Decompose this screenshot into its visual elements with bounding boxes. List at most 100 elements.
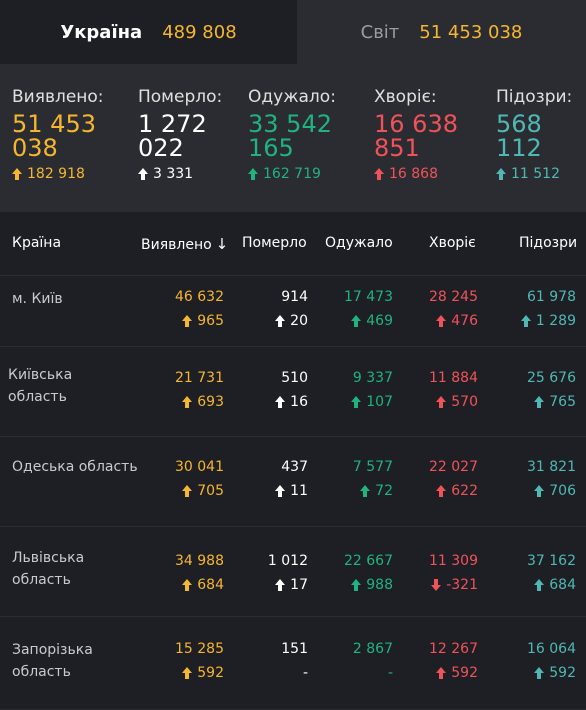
cell-detected: 15 285 bbox=[175, 641, 224, 657]
table-row[interactable]: Київська область 21 731 693 510 16 9 337 107 11 … bbox=[0, 347, 586, 437]
col-country[interactable]: Країна bbox=[12, 235, 62, 251]
cell-recovered: 7 577 bbox=[352, 459, 393, 475]
cell-detected: 30 041 bbox=[175, 459, 224, 475]
stat-label: Підозри: bbox=[496, 87, 573, 107]
cell-recovered: 17 473 bbox=[344, 289, 393, 305]
cell-sick: 11 309 bbox=[429, 553, 478, 569]
cell-died-delta: - bbox=[302, 665, 308, 681]
stat-value: 51 453 038 bbox=[12, 110, 96, 162]
stat-recovered: Одужало: 33 542 165 162 719 bbox=[248, 86, 368, 182]
table-body: м. Київ 46 632 965 914 20 17 473 469 28 245 476 6… bbox=[0, 276, 586, 710]
arrow-up-icon bbox=[436, 396, 447, 408]
cell-died-delta: 11 bbox=[275, 483, 308, 499]
region-name: Одеська область bbox=[12, 459, 138, 475]
cell-died-delta: 16 bbox=[275, 394, 308, 410]
arrow-up-icon bbox=[182, 667, 193, 679]
cell-detected-delta: 684 bbox=[182, 577, 224, 593]
sort-desc-icon: ↓ bbox=[215, 235, 229, 253]
table-row[interactable]: м. Київ 46 632 965 914 20 17 473 469 28 245 476 6… bbox=[0, 276, 586, 347]
cell-recovered-delta: 469 bbox=[351, 313, 393, 329]
cell-recovered-delta: 107 bbox=[351, 394, 393, 410]
tab-ukraine-label: Україна bbox=[60, 21, 143, 43]
cell-suspected-delta: 765 bbox=[534, 394, 576, 410]
region-name: Запорізька область bbox=[12, 642, 93, 680]
arrow-up-icon bbox=[436, 315, 447, 327]
stat-sick: Хворіє: 16 638 851 16 868 bbox=[374, 86, 494, 182]
col-suspected[interactable]: Підозри bbox=[519, 235, 578, 251]
arrow-up-icon bbox=[182, 315, 193, 327]
regions-table: Країна Виявлено ↓ Померло Одужало Хворіє … bbox=[0, 212, 586, 710]
stat-label: Хворіє: bbox=[374, 87, 437, 107]
arrow-up-icon bbox=[182, 396, 193, 408]
cell-recovered-delta: 988 bbox=[351, 577, 393, 593]
stat-value: 568 112 bbox=[496, 110, 542, 162]
cell-died-delta: 20 bbox=[275, 313, 308, 329]
stat-value: 16 638 851 bbox=[374, 110, 458, 162]
arrow-up-icon bbox=[275, 315, 286, 327]
table-row[interactable]: Одеська область 30 041 705 437 11 7 577 72 22 0… bbox=[0, 437, 586, 527]
cell-detected-delta: 592 bbox=[182, 665, 224, 681]
arrow-up-icon bbox=[534, 396, 545, 408]
stat-label: Померло: bbox=[138, 87, 223, 107]
col-sick[interactable]: Хворіє bbox=[429, 235, 476, 251]
arrow-up-icon bbox=[275, 485, 286, 497]
tab-world[interactable]: Світ 51 453 038 bbox=[297, 0, 586, 64]
region-name: Львівська область bbox=[12, 550, 85, 588]
arrow-up-icon bbox=[374, 168, 384, 180]
tab-world-total: 51 453 038 bbox=[419, 21, 523, 43]
cell-suspected: 61 978 bbox=[527, 289, 576, 305]
cell-sick: 12 267 bbox=[429, 641, 478, 657]
summary-stats: Виявлено: 51 453 038 182 918 Померло: 1 2… bbox=[0, 64, 586, 212]
region-name: Київська область bbox=[8, 367, 73, 405]
stat-delta: 3 331 bbox=[138, 166, 258, 182]
cell-sick: 11 884 bbox=[429, 370, 478, 386]
cell-suspected: 31 821 bbox=[527, 459, 576, 475]
cell-sick: 28 245 bbox=[429, 289, 478, 305]
arrow-up-icon bbox=[534, 667, 545, 679]
cell-died: 510 bbox=[281, 370, 308, 386]
stat-delta: 16 868 bbox=[374, 166, 494, 182]
cell-sick-delta: 622 bbox=[436, 483, 478, 499]
stat-detected: Виявлено: 51 453 038 182 918 bbox=[12, 86, 132, 182]
stat-delta: 11 512 bbox=[496, 166, 586, 182]
cell-suspected: 25 676 bbox=[527, 370, 576, 386]
arrow-up-icon bbox=[275, 579, 286, 591]
stat-label: Виявлено: bbox=[12, 87, 104, 107]
arrow-up-icon bbox=[182, 485, 193, 497]
cell-detected-delta: 693 bbox=[182, 394, 224, 410]
cell-recovered: 22 667 bbox=[344, 553, 393, 569]
table-row[interactable]: Львівська область 34 988 684 1 012 17 22 667 98… bbox=[0, 527, 586, 617]
col-detected[interactable]: Виявлено ↓ bbox=[141, 235, 229, 253]
table-row[interactable]: Запорізька область 15 285 592 151 - 2 867 - 12 2… bbox=[0, 617, 586, 710]
cell-suspected-delta: 706 bbox=[534, 483, 576, 499]
arrow-up-icon bbox=[351, 579, 362, 591]
stat-delta: 182 918 bbox=[12, 166, 132, 182]
cell-suspected-delta: 592 bbox=[534, 665, 576, 681]
cell-sick-delta: 476 bbox=[436, 313, 478, 329]
arrow-up-icon bbox=[496, 168, 506, 180]
arrow-up-icon bbox=[248, 168, 258, 180]
cell-sick-delta: 570 bbox=[436, 394, 478, 410]
cell-detected: 21 731 bbox=[175, 370, 224, 386]
tab-ukraine-total: 489 808 bbox=[162, 21, 237, 43]
arrow-up-icon bbox=[534, 579, 545, 591]
col-died[interactable]: Померло bbox=[242, 235, 307, 251]
arrow-up-icon bbox=[275, 396, 286, 408]
cell-died: 1 012 bbox=[267, 553, 308, 569]
cell-detected-delta: 705 bbox=[182, 483, 224, 499]
cell-detected: 34 988 bbox=[175, 553, 224, 569]
arrow-up-icon bbox=[534, 485, 545, 497]
arrow-up-icon bbox=[182, 579, 193, 591]
cell-suspected: 37 162 bbox=[527, 553, 576, 569]
cell-recovered-delta: 72 bbox=[360, 483, 393, 499]
tab-ukraine[interactable]: Україна 489 808 bbox=[0, 0, 297, 64]
cell-suspected: 16 064 bbox=[527, 641, 576, 657]
cell-suspected-delta: 684 bbox=[534, 577, 576, 593]
region-name: м. Київ bbox=[12, 291, 63, 307]
col-recovered[interactable]: Одужало bbox=[325, 235, 393, 251]
cell-detected: 46 632 bbox=[175, 289, 224, 305]
arrow-up-icon bbox=[360, 485, 371, 497]
cell-sick-delta: 592 bbox=[436, 665, 478, 681]
stat-value: 1 272 022 bbox=[138, 110, 207, 162]
tab-world-label: Світ bbox=[360, 21, 400, 43]
